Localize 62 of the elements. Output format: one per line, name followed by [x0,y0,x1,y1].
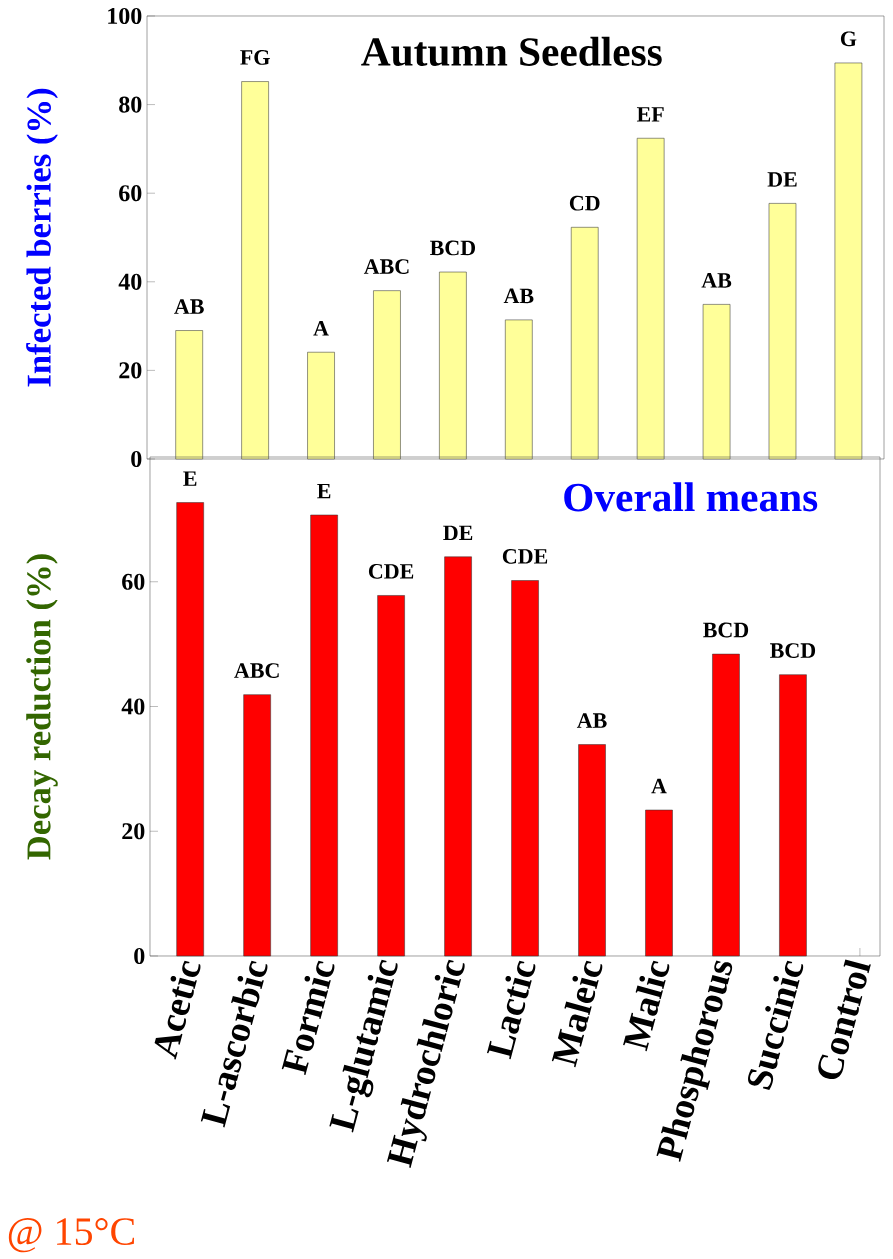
y-tick-label: 100 [108,7,142,25]
y-tick-label: 20 [119,362,142,379]
y-tick-label: 0 [131,450,142,468]
bar [176,502,204,957]
x-tick-label: Acetic [154,960,201,1060]
bar [241,81,269,460]
data-label: DE [767,172,797,187]
bar [578,744,606,957]
data-label: ABC [234,663,279,678]
data-label: DE [443,525,473,541]
data-label: CDE [368,563,414,579]
x-tick-label: Control [818,959,871,1080]
data-label: BCD [770,643,816,658]
chart-title: Autumn Seedless [361,36,662,67]
data-label: BCD [703,622,749,638]
data-label: CD [569,195,600,211]
bar [834,62,863,460]
data-label: AB [701,273,732,288]
x-tick-label: Succinic [748,960,804,1090]
y-axis-title: Decay reduction (%) [26,554,58,860]
data-label: ABC [363,259,409,274]
y-tick-label: 60 [119,185,142,202]
data-label: E [183,471,197,486]
data-label: G [840,31,857,47]
x-tick-label: Lactic [486,960,536,1060]
y-tick-label: 40 [118,273,142,290]
data-label: E [317,483,331,499]
bar [307,351,335,460]
data-label: CDE [502,549,548,564]
y-tick-label: 40 [121,698,145,715]
bar [175,330,203,460]
y-axis-title: Infected berries (%) [26,88,58,387]
y-tick-label: 20 [122,823,145,840]
data-label: EF [636,107,664,122]
y-tick-label: 60 [122,573,145,590]
y-tick-label: 0 [134,947,145,965]
bar [377,595,405,957]
bar [243,694,271,957]
bar [636,137,665,460]
bar [645,809,673,957]
data-label: A [651,778,667,794]
bar [310,514,338,957]
data-label: FG [240,50,270,65]
bar [439,271,467,460]
bar [570,227,599,460]
bar [373,290,401,460]
data-label: A [313,321,329,336]
bar [768,203,797,460]
bar [712,653,740,957]
data-label: BCD [430,240,476,256]
bar [444,556,472,957]
data-label: AB [503,288,534,304]
bar [779,674,807,957]
bar [702,304,731,460]
data-label: AB [174,299,204,314]
data-label: AB [576,713,607,728]
bar [511,580,539,957]
bar [505,319,533,460]
x-tick-label: Maleic [551,960,603,1068]
chart-title: Overall means [564,482,818,512]
y-tick-label: 80 [119,96,142,113]
text: @ 15°C [8,1218,135,1253]
